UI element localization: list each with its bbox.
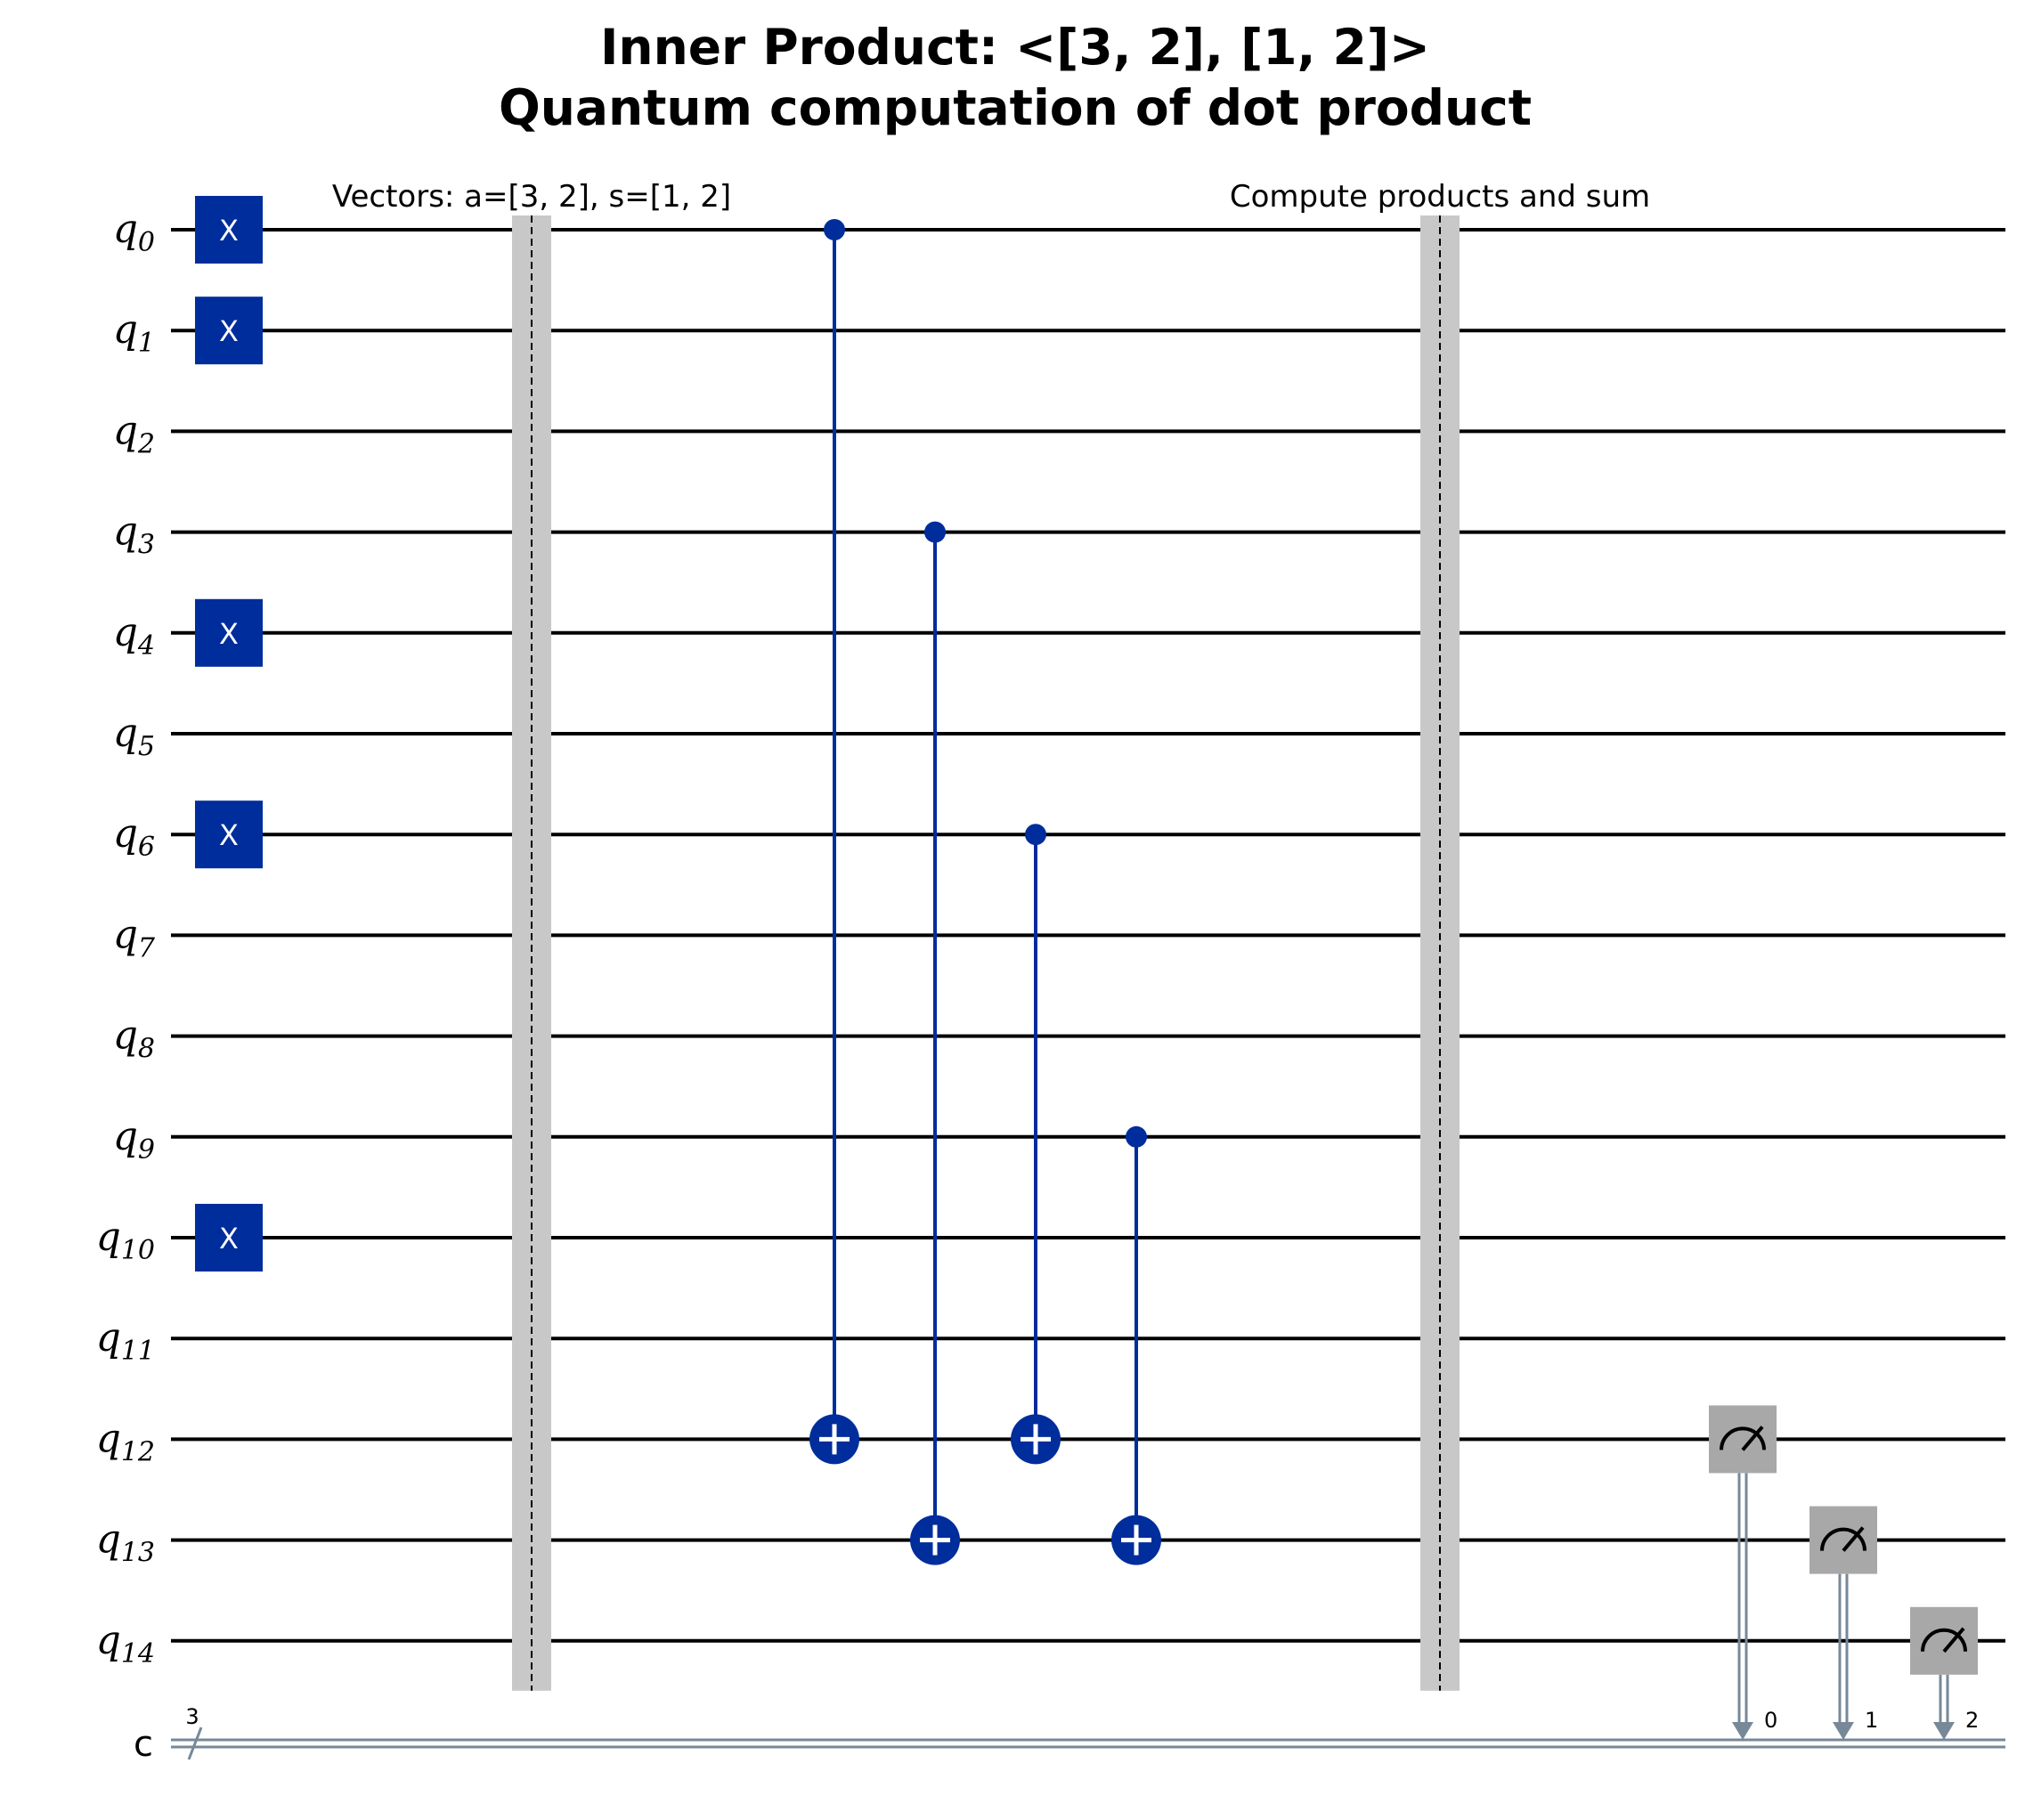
measure-gate [1709,1405,1777,1474]
qubit-label: q2 [113,408,155,459]
x-gate-label: X [219,818,239,852]
meter-needle-icon [1741,1426,1764,1451]
qubit-label: q13 [96,1517,155,1569]
meter-icon [1820,1527,1866,1551]
meter-icon [1921,1628,1967,1652]
x-gate-label: X [219,617,239,651]
x-gate [195,1204,263,1272]
qubit-label: q5 [113,711,155,762]
x-gate [195,598,263,667]
gates-layer: X X X X X [195,196,1978,1740]
measure-arrowhead [1732,1722,1753,1740]
qubit-label: q3 [113,509,155,561]
measure-arrowhead [1933,1722,1955,1740]
classical-register-size: 3 [185,1704,199,1729]
qubit-label: q0 [113,207,155,258]
qubit-label: q4 [113,610,155,662]
labels-layer: q0 q1 q2 q3 q4 q5 q6 q7 q8 q9 q10 q11 q12 q13 q14 3 c Vec… [96,179,1980,1765]
cnot-control-dot [824,219,845,240]
classical-bit-index: 2 [1965,1708,1979,1733]
qubit-label: q14 [96,1618,155,1670]
classical-bus-slash [187,1727,203,1760]
barrier-label: Vectors: a=[3, 2], s=[1, 2] [332,179,731,215]
x-gate-label: X [219,1222,239,1255]
measure-arrowhead [1833,1722,1854,1740]
qubit-label: q9 [113,1114,155,1166]
meter-icon [1720,1426,1766,1450]
classical-bit-index: 0 [1764,1708,1777,1733]
qubit-label: q1 [113,307,155,359]
wires-layer [171,228,2005,1760]
x-gate-label: X [219,314,239,348]
x-gate [195,297,263,365]
x-gate-label: X [219,214,239,248]
qubit-label: q6 [113,811,155,863]
qubit-label: q7 [113,912,156,963]
diagram-title-line-1: Inner Product: <[3, 2], [1, 2]> [600,19,1430,76]
cnot-control-dot [1025,824,1046,846]
qubit-label: q11 [96,1315,155,1367]
measure-gate [1910,1606,1978,1675]
qubit-label: q10 [96,1215,155,1266]
meter-needle-icon [1942,1627,1965,1653]
measure-gate [1809,1506,1877,1574]
classical-register-label: c [134,1724,153,1765]
cnot-control-dot [924,521,946,543]
qubit-label: q12 [96,1416,155,1467]
classical-bit-index: 1 [1865,1708,1878,1733]
diagram-title-line-2: Quantum computation of dot product [499,79,1532,136]
x-gate [195,196,263,264]
x-gate [195,800,263,869]
meter-needle-icon [1842,1526,1865,1552]
barriers-layer [512,215,1460,1691]
barrier-label: Compute products and sum [1230,179,1650,215]
cnot-control-dot [1126,1125,1147,1148]
qubit-label: q8 [113,1013,155,1065]
